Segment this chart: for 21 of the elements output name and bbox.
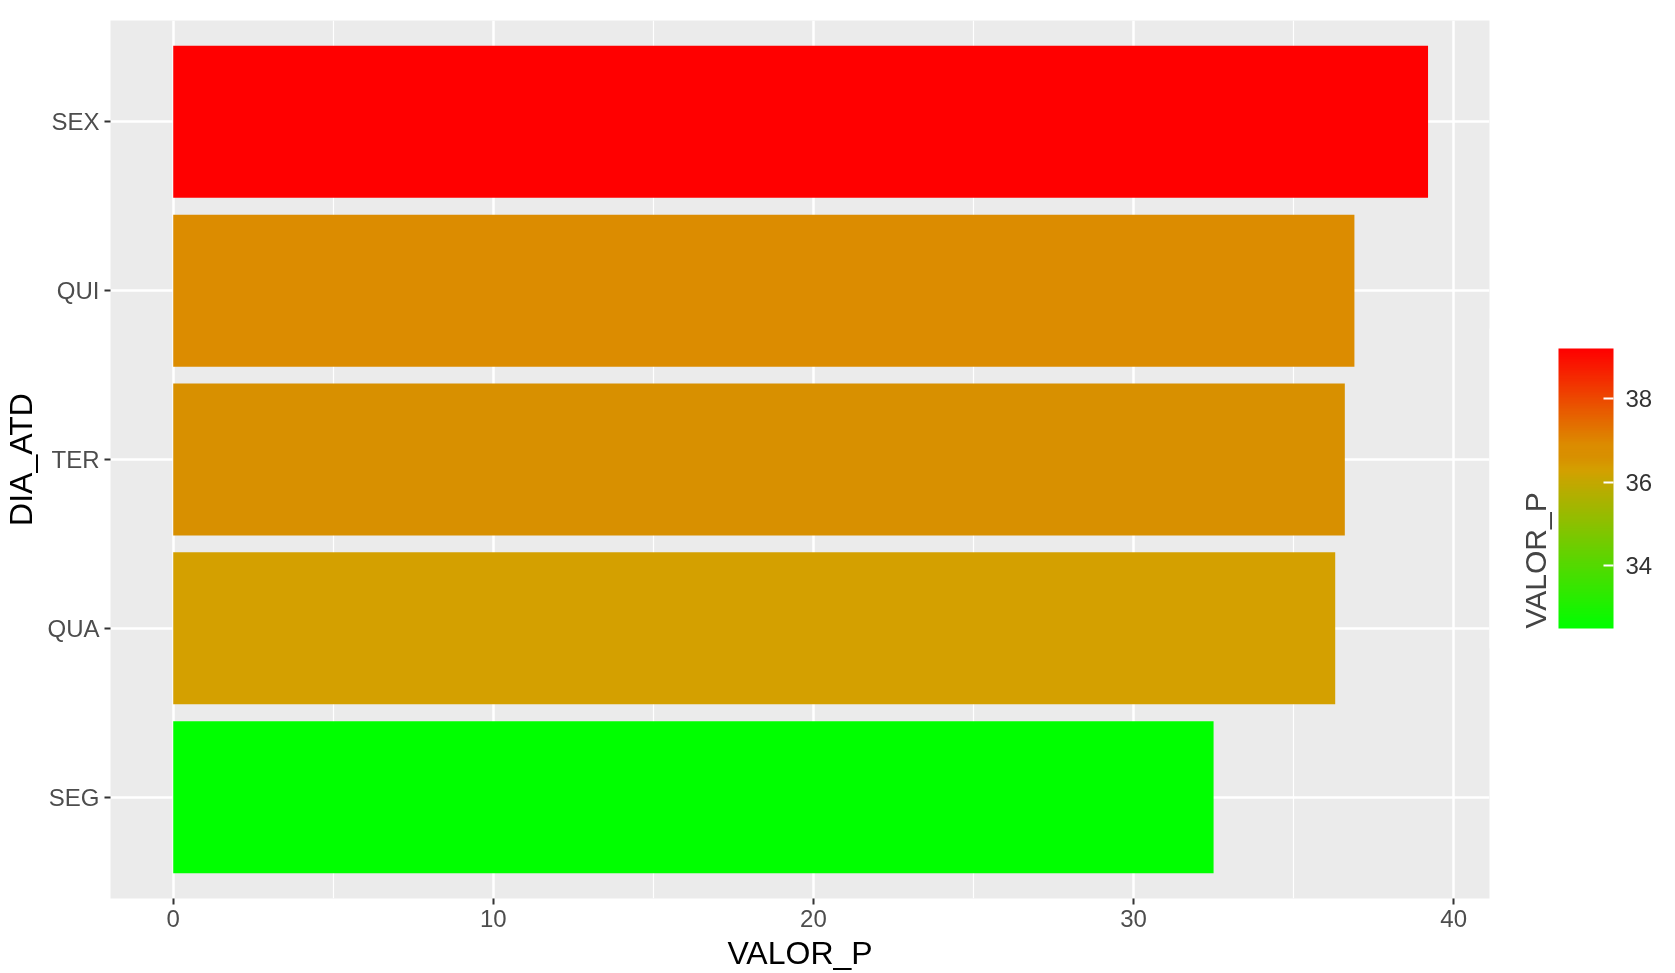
y-axis-title: DIA_ATD [3, 393, 40, 526]
y-tick-label: TER [51, 446, 100, 473]
color-bar-label: 34 [1625, 552, 1653, 580]
x-tick-label: 0 [166, 904, 180, 932]
x-tick-label: 10 [479, 904, 507, 932]
x-tick-label: 40 [1440, 904, 1467, 932]
bar [173, 552, 1336, 705]
x-tick-label: 30 [1120, 904, 1147, 932]
x-tick-label: 20 [800, 904, 827, 932]
y-tick-label: SEX [51, 108, 100, 136]
color-bar-title: VALOR_P [1518, 492, 1552, 629]
bar [173, 383, 1345, 536]
bar [173, 45, 1429, 198]
y-tick-label: QUI [56, 277, 100, 305]
x-axis-title: VALOR_P [727, 934, 873, 971]
bar [173, 721, 1214, 874]
y-tick-label: SEG [48, 783, 100, 811]
color-bar-label: 36 [1625, 468, 1653, 496]
bar [173, 214, 1355, 367]
color-bar-label: 38 [1625, 385, 1653, 413]
y-tick-label: QUA [47, 614, 100, 642]
